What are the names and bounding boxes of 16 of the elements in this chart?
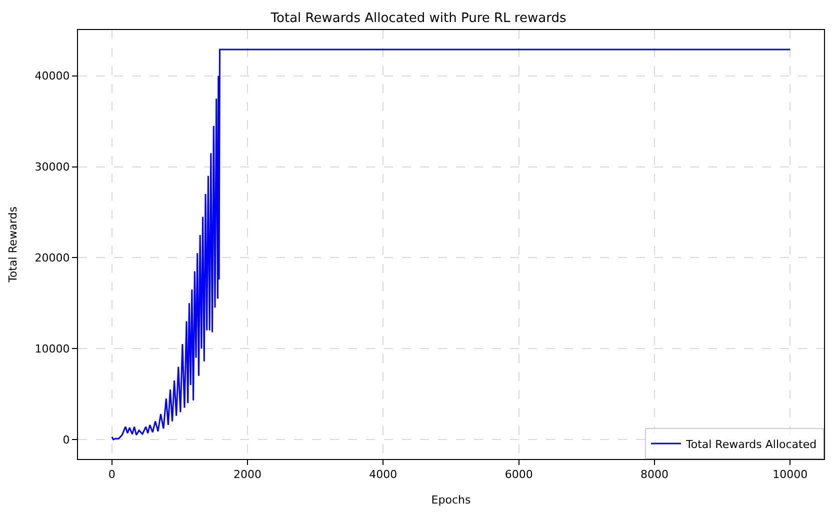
- y-axis-title: Total Rewards: [6, 206, 20, 284]
- y-tick-label: 20000: [34, 252, 70, 265]
- y-tick-label: 0: [62, 433, 70, 446]
- chart-title: Total Rewards Allocated with Pure RL rewards: [270, 11, 566, 26]
- x-axis-title: Epochs: [431, 493, 471, 506]
- x-tick-label: 2000: [234, 468, 262, 482]
- y-tick-label: 10000: [34, 342, 70, 356]
- y-tick-label: 40000: [34, 70, 70, 83]
- x-tick-label: 10000: [772, 468, 808, 482]
- x-tick-label: 8000: [640, 468, 668, 482]
- x-tick-label: 4000: [369, 468, 398, 482]
- legend-label: Total Rewards Allocated: [685, 438, 817, 451]
- x-tick-label: 0: [108, 468, 116, 482]
- line-series: [111, 48, 791, 440]
- y-tick-label: 30000: [34, 160, 70, 174]
- x-tick-label: 6000: [504, 468, 533, 482]
